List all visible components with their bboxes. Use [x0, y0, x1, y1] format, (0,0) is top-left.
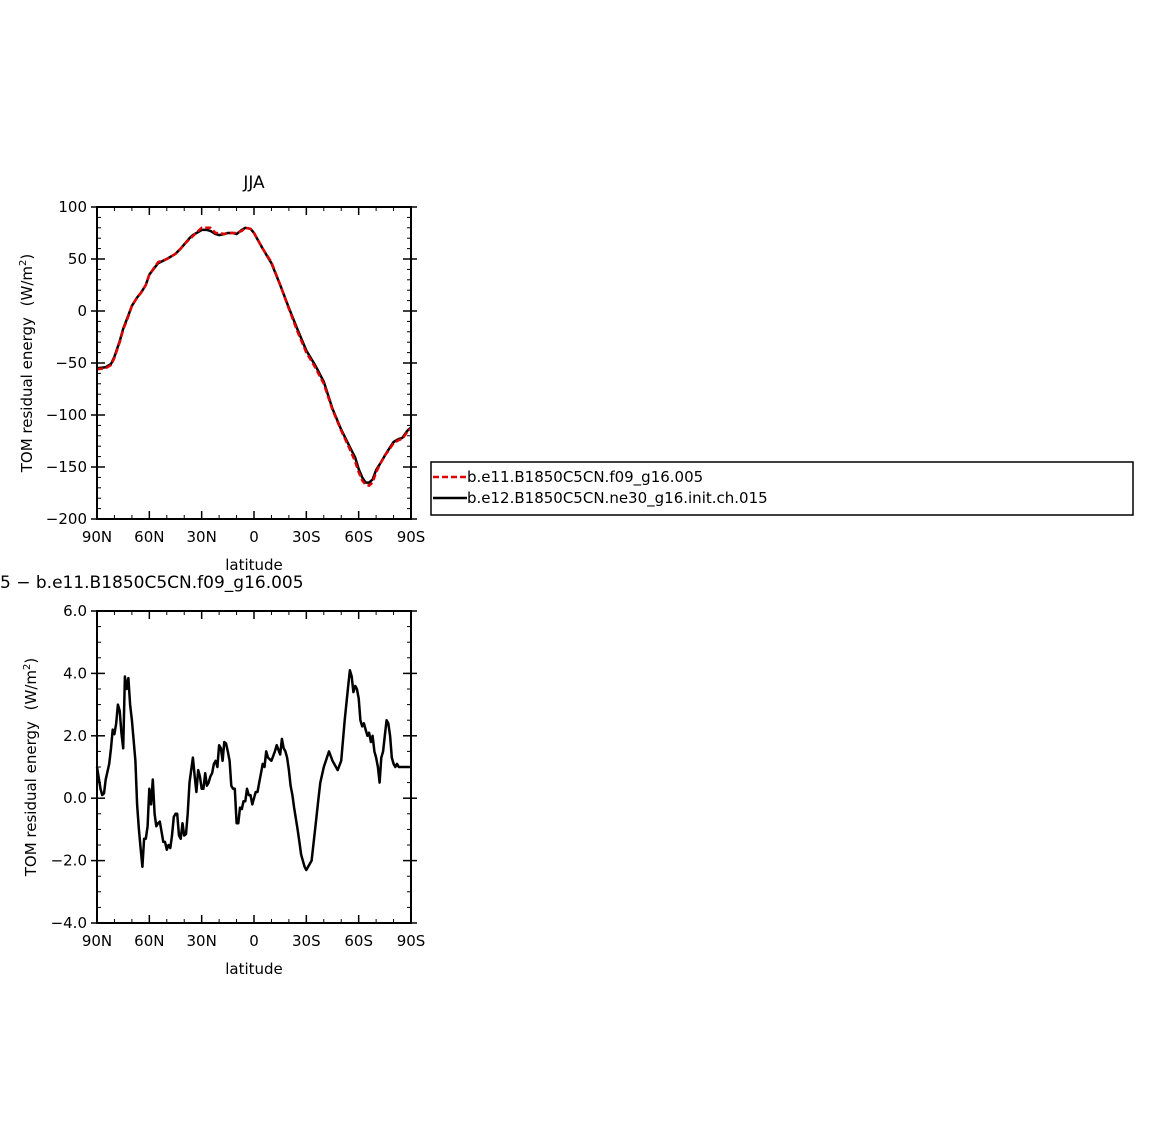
top-y-tick-label: 0	[77, 302, 87, 320]
top-y-axis-unit-sup: 2	[18, 260, 29, 266]
top-series-line-2	[96, 226, 412, 484]
top-y-axis-unit-close: )	[18, 254, 36, 260]
bottom-y-axis-unit: (W/m	[22, 670, 40, 710]
top-x-tick-label: 60S	[344, 528, 373, 546]
legend-label-series-1: b.e11.B1850C5CN.f09_g16.005	[467, 468, 703, 487]
bottom-panel: 5 − b.e11.B1850C5CN.f09_g16.005 90N 60N 30…	[0, 573, 425, 978]
bottom-series-line-1	[95, 669, 411, 872]
top-x-tick-label: 30N	[187, 528, 217, 546]
top-y-tick-label: −50	[55, 354, 87, 372]
top-x-axis-label: latitude	[225, 556, 283, 574]
legend-label-series-2: b.e12.B1850C5CN.ne30_g16.init.ch.015	[467, 489, 768, 508]
top-y-axis-label: TOM residual energy (W/m2)	[18, 254, 36, 474]
bottom-y-axis-label: TOM residual energy (W/m2)	[22, 658, 40, 878]
bottom-y-tick-label: 2.0	[63, 727, 87, 745]
bottom-y-tick-label: 6.0	[63, 602, 87, 620]
bottom-chart-title: 5 − b.e11.B1850C5CN.f09_g16.005	[0, 573, 304, 593]
top-y-axis-unit: (W/m	[18, 266, 36, 306]
top-y-tick-label: 50	[68, 250, 87, 268]
top-x-tick-label: 60N	[134, 528, 164, 546]
bottom-y-axis-unit-close: )	[22, 658, 40, 664]
bottom-y-axis-unit-sup: 2	[22, 664, 33, 670]
bottom-y-tick-label: 0.0	[63, 789, 87, 807]
bottom-x-tick-label: 0	[249, 932, 259, 950]
top-x-tick-label: 90N	[82, 528, 112, 546]
bottom-x-tick-label: 90N	[82, 932, 112, 950]
bottom-x-tick-label: 60S	[344, 932, 373, 950]
top-panel: JJA 90N 60N 30N 0 30S 60S 90S 100 50 0 −50 −100 −150…	[18, 173, 425, 574]
bottom-x-tick-label: 90S	[397, 932, 426, 950]
bottom-x-tick-label: 30S	[292, 932, 321, 950]
top-plot-frame	[96, 206, 412, 520]
top-x-tick-label: 30S	[292, 528, 321, 546]
bottom-y-tick-label: −2.0	[51, 852, 87, 870]
top-x-tick-label: 0	[249, 528, 259, 546]
top-y-tick-label: −200	[46, 510, 87, 528]
bottom-y-tick-label: 4.0	[63, 664, 87, 682]
top-series-line-1	[96, 226, 412, 487]
top-x-tick-label: 90S	[397, 528, 426, 546]
bottom-x-tick-label: 30N	[187, 932, 217, 950]
top-y-tick-label: 100	[58, 198, 87, 216]
top-y-tick-label: −150	[46, 458, 87, 476]
bottom-x-tick-label: 60N	[134, 932, 164, 950]
top-y-tick-label: −100	[46, 406, 87, 424]
top-y-axis-label-text: TOM residual energy	[18, 317, 36, 473]
bottom-y-tick-label: −4.0	[51, 914, 87, 932]
bottom-plot-frame	[96, 610, 412, 924]
bottom-x-axis-label: latitude	[225, 960, 283, 978]
top-chart-title: JJA	[242, 173, 265, 193]
legend: b.e11.B1850C5CN.f09_g16.005 b.e12.B1850C…	[430, 461, 1134, 516]
bottom-y-axis-label-text: TOM residual energy	[22, 721, 40, 877]
legend-box	[430, 461, 1134, 516]
